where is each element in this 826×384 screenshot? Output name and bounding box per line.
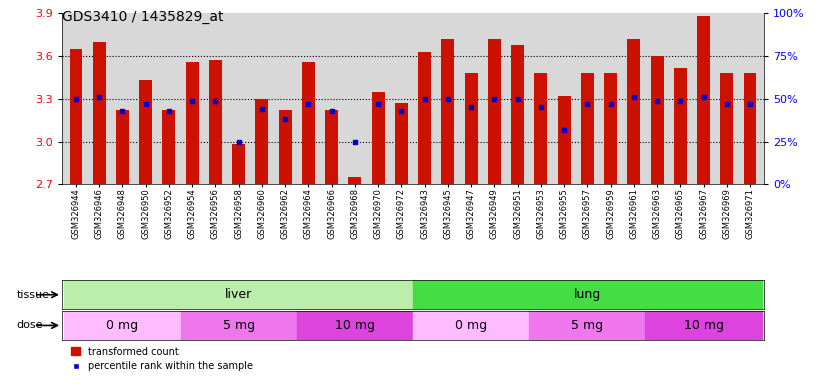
Bar bbox=[511, 45, 524, 184]
Bar bbox=[465, 73, 477, 184]
Point bbox=[162, 108, 175, 114]
Point bbox=[534, 104, 548, 111]
Bar bbox=[116, 110, 129, 184]
Point bbox=[278, 116, 292, 122]
Text: tissue: tissue bbox=[17, 290, 50, 300]
Text: 10 mg: 10 mg bbox=[335, 319, 375, 332]
Bar bbox=[604, 73, 617, 184]
Bar bbox=[372, 92, 385, 184]
Point bbox=[581, 101, 594, 107]
Bar bbox=[558, 96, 571, 184]
Bar bbox=[64, 280, 413, 309]
Bar bbox=[209, 60, 222, 184]
Point bbox=[651, 98, 664, 104]
Text: liver: liver bbox=[225, 288, 252, 301]
Point bbox=[558, 127, 571, 133]
Bar bbox=[302, 62, 315, 184]
Point bbox=[604, 101, 617, 107]
Text: GDS3410 / 1435829_at: GDS3410 / 1435829_at bbox=[62, 10, 224, 23]
Point bbox=[372, 101, 385, 107]
Point bbox=[232, 139, 245, 145]
Point bbox=[325, 108, 338, 114]
Bar bbox=[651, 56, 663, 184]
Bar bbox=[413, 280, 762, 309]
Bar bbox=[255, 99, 268, 184]
Point bbox=[395, 108, 408, 114]
Bar bbox=[720, 73, 733, 184]
Bar bbox=[628, 39, 640, 184]
Bar bbox=[278, 110, 292, 184]
Bar bbox=[140, 80, 152, 184]
Bar bbox=[325, 110, 338, 184]
Bar bbox=[93, 42, 106, 184]
Text: 0 mg: 0 mg bbox=[455, 319, 487, 332]
Point bbox=[255, 106, 268, 112]
Point bbox=[441, 96, 454, 102]
Bar bbox=[581, 73, 594, 184]
Point bbox=[209, 98, 222, 104]
Point bbox=[511, 96, 525, 102]
Point bbox=[720, 101, 733, 107]
Bar bbox=[529, 311, 645, 340]
Bar bbox=[349, 177, 361, 184]
Text: 10 mg: 10 mg bbox=[684, 319, 724, 332]
Point bbox=[743, 101, 757, 107]
Point bbox=[418, 96, 431, 102]
Point bbox=[464, 104, 477, 111]
Bar bbox=[534, 73, 548, 184]
Bar bbox=[181, 311, 297, 340]
Text: 0 mg: 0 mg bbox=[107, 319, 139, 332]
Point bbox=[697, 94, 710, 100]
Point bbox=[186, 98, 199, 104]
Bar bbox=[418, 52, 431, 184]
Point bbox=[69, 96, 83, 102]
Point bbox=[93, 94, 106, 100]
Legend: transformed count, percentile rank within the sample: transformed count, percentile rank withi… bbox=[67, 343, 257, 375]
Bar bbox=[64, 311, 181, 340]
Point bbox=[349, 139, 362, 145]
Bar bbox=[186, 62, 198, 184]
Bar bbox=[697, 16, 710, 184]
Text: dose: dose bbox=[17, 320, 43, 331]
Bar bbox=[441, 39, 454, 184]
Point bbox=[139, 101, 152, 107]
Bar bbox=[674, 68, 686, 184]
Text: 5 mg: 5 mg bbox=[222, 319, 254, 332]
Bar bbox=[297, 311, 413, 340]
Bar bbox=[163, 110, 175, 184]
Bar bbox=[413, 311, 529, 340]
Point bbox=[116, 108, 129, 114]
Bar bbox=[645, 311, 762, 340]
Bar bbox=[69, 49, 83, 184]
Point bbox=[674, 98, 687, 104]
Text: lung: lung bbox=[574, 288, 601, 301]
Bar bbox=[232, 144, 245, 184]
Point bbox=[301, 101, 315, 107]
Bar bbox=[395, 103, 408, 184]
Bar bbox=[488, 39, 501, 184]
Point bbox=[488, 96, 501, 102]
Point bbox=[627, 94, 640, 100]
Text: 5 mg: 5 mg bbox=[572, 319, 604, 332]
Bar bbox=[743, 73, 757, 184]
